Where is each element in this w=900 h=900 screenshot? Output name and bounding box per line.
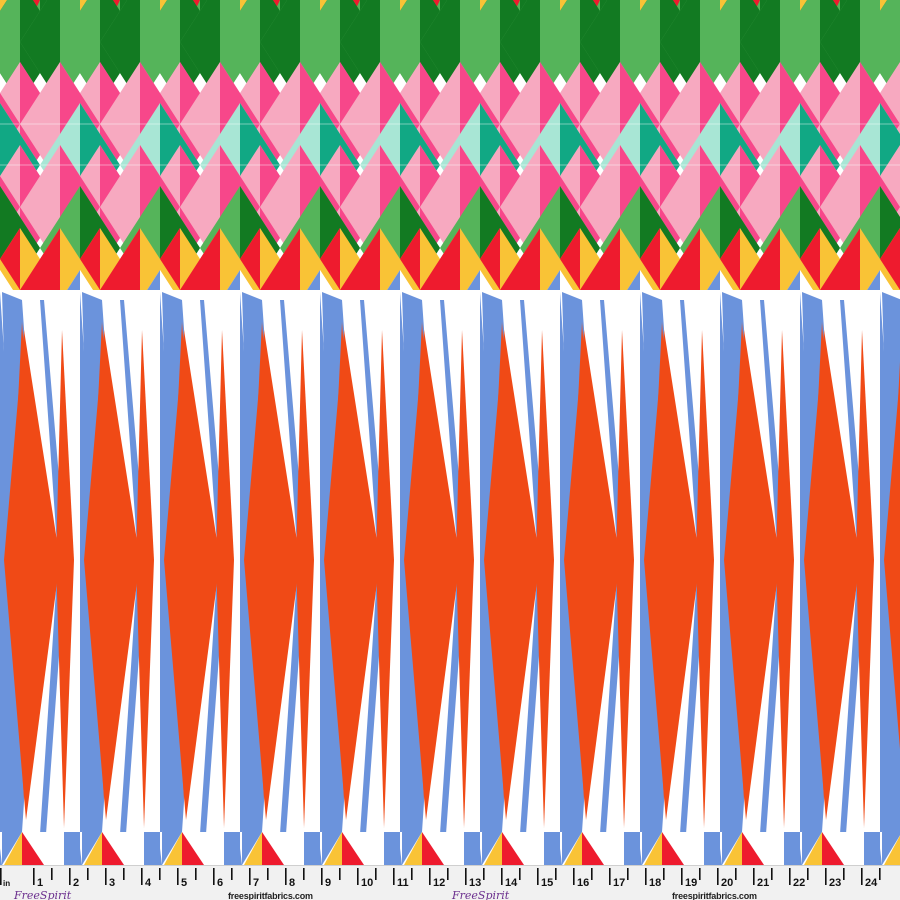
ruler-number-19: 19 [685, 877, 697, 889]
ruler-number-18: 18 [649, 877, 661, 889]
ruler-number-3: 3 [109, 877, 115, 889]
ruler-tick-half [591, 868, 593, 880]
ruler-tick-half [339, 868, 341, 880]
ruler-number-15: 15 [541, 877, 553, 889]
ruler-tick-major [249, 868, 251, 885]
ruler-number-13: 13 [469, 877, 481, 889]
ruler-tick-half [123, 868, 125, 880]
paint-texture-veins [0, 123, 900, 166]
ruler-tick-origin [0, 868, 2, 885]
ruler-number-1: 1 [37, 877, 43, 889]
ruler-tick-major [393, 868, 395, 885]
ruler-number-11: 11 [397, 877, 409, 889]
ruler-tick-major [609, 868, 611, 885]
ruler-tick-half [447, 868, 449, 880]
ruler-tick-half [771, 868, 773, 880]
ruler-tick-half [231, 868, 233, 880]
ruler-tick-half [51, 868, 53, 880]
ruler-tick-major [573, 868, 575, 885]
brand-logo-left: FreeSpirit [13, 889, 72, 900]
ruler-number-9: 9 [325, 877, 331, 889]
ruler-number-4: 4 [145, 877, 152, 889]
ruler-tick-major [717, 868, 719, 885]
ruler-tick-half [699, 868, 701, 880]
fabric-print-area [0, 0, 900, 865]
ruler-tick-half [663, 868, 665, 880]
ruler-tick-major [177, 868, 179, 885]
ruler-number-17: 17 [613, 877, 625, 889]
ruler-tick-major [537, 868, 539, 885]
ruler-tick-major [789, 868, 791, 885]
ruler-tick-half [627, 868, 629, 880]
ruler-tick-half [303, 868, 305, 880]
pattern-fill [0, 0, 900, 865]
ruler-number-21: 21 [757, 877, 769, 889]
fabric-pattern-svg [0, 0, 900, 865]
measuring-ruler: 1 2 3 4 5 6 7 8 9 10 11 12 13 14 15 16 17 18 19 20 21 22 23 24 … [0, 865, 900, 900]
ruler-tick-major [465, 868, 467, 885]
ruler-tick-major [645, 868, 647, 885]
ruler-tick-major [33, 868, 35, 885]
ruler-number-16: 16 [577, 877, 589, 889]
ruler-tick-major [321, 868, 323, 885]
ruler-tick-half [195, 868, 197, 880]
ruler-website-left: freespiritfabrics.com [228, 891, 313, 900]
ruler-number-22: 22 [793, 877, 805, 889]
ruler-tick-major [141, 868, 143, 885]
ruler-tick-half [411, 868, 413, 880]
ruler-number-12: 12 [433, 877, 445, 889]
ruler-tick-major [105, 868, 107, 885]
ruler-number-5: 5 [181, 877, 187, 889]
ruler-tick-group: 1 2 3 4 5 6 7 8 9 10 11 12 13 14 15 16 17 18 19 20 21 22 23 24 [0, 868, 881, 889]
ruler-website-right: freespiritfabrics.com [672, 891, 757, 900]
brand-logo-center: FreeSpirit [451, 889, 510, 900]
ruler-tick-half [267, 868, 269, 880]
ruler-tick-half [87, 868, 89, 880]
ruler-tick-half [807, 868, 809, 880]
ruler-unit-label: in [3, 879, 10, 888]
ruler-tick-half [519, 868, 521, 880]
ruler-number-6: 6 [217, 877, 223, 889]
ruler-tick-major [825, 868, 827, 885]
ruler-svg: 1 2 3 4 5 6 7 8 9 10 11 12 13 14 15 16 17 18 19 20 21 22 23 24 … [0, 866, 900, 900]
ruler-tick-half [159, 868, 161, 880]
ruler-number-7: 7 [253, 877, 259, 889]
ruler-tick-major [285, 868, 287, 885]
ruler-tick-half [555, 868, 557, 880]
ruler-tick-major [681, 868, 683, 885]
ruler-number-14: 14 [505, 877, 518, 889]
ruler-number-23: 23 [829, 877, 841, 889]
ruler-tick-major [213, 868, 215, 885]
ruler-tick-half [483, 868, 485, 880]
ruler-tick-major [69, 868, 71, 885]
ruler-tick-major [501, 868, 503, 885]
ruler-tick-half [843, 868, 845, 880]
ruler-tick-major [861, 868, 863, 885]
ruler-tick-half [879, 868, 881, 880]
ruler-tick-half [375, 868, 377, 880]
ruler-number-8: 8 [289, 877, 295, 889]
ruler-tick-major [357, 868, 359, 885]
ruler-tick-major [753, 868, 755, 885]
ruler-number-2: 2 [73, 877, 79, 889]
ruler-number-10: 10 [361, 877, 373, 889]
ruler-number-20: 20 [721, 877, 733, 889]
ruler-tick-half [735, 868, 737, 880]
ruler-number-24: 24 [865, 877, 878, 889]
ruler-tick-major [429, 868, 431, 885]
